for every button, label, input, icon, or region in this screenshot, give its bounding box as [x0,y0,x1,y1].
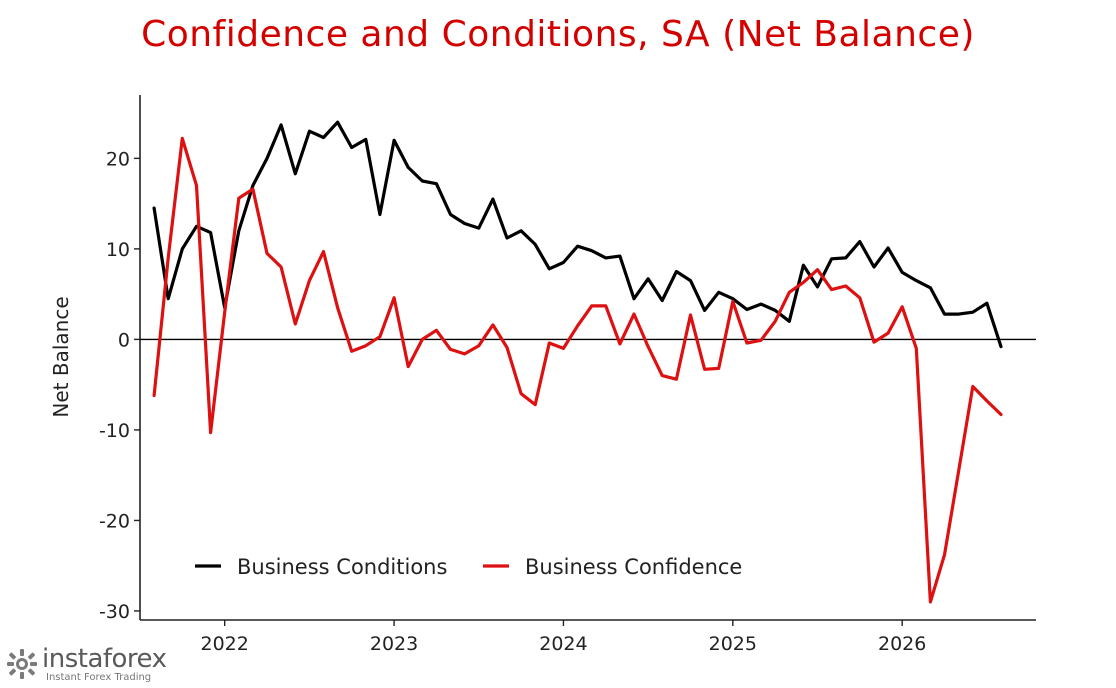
x-tick-label: 2026 [878,633,926,655]
y-tick-label: -30 [99,601,130,623]
instaforex-logo-icon [7,649,37,679]
watermark: instaforex Instant Forex Trading [0,640,182,688]
legend-label: Business Conditions [237,555,447,579]
x-tick-label: 2023 [370,633,418,655]
chart-title: Confidence and Conditions, SA (Net Balan… [141,14,975,55]
watermark-brand: instaforex [42,644,167,674]
x-tick-label: 2022 [201,633,249,655]
y-tick-label: 0 [118,329,130,351]
y-tick-label: 20 [106,148,130,170]
y-tick-label: -10 [99,420,130,442]
x-tick-label: 2024 [539,633,587,655]
y-tick-label: -20 [99,510,130,532]
legend-label: Business Confidence [525,555,742,579]
series-line-business-confidence [152,136,1003,604]
y-axis-label: Net Balance [49,296,73,417]
y-tick-label: 10 [106,239,130,261]
watermark-tagline: Instant Forex Trading [46,672,152,683]
x-tick-label: 2025 [709,633,757,655]
series-line-business-conditions [152,120,1003,349]
